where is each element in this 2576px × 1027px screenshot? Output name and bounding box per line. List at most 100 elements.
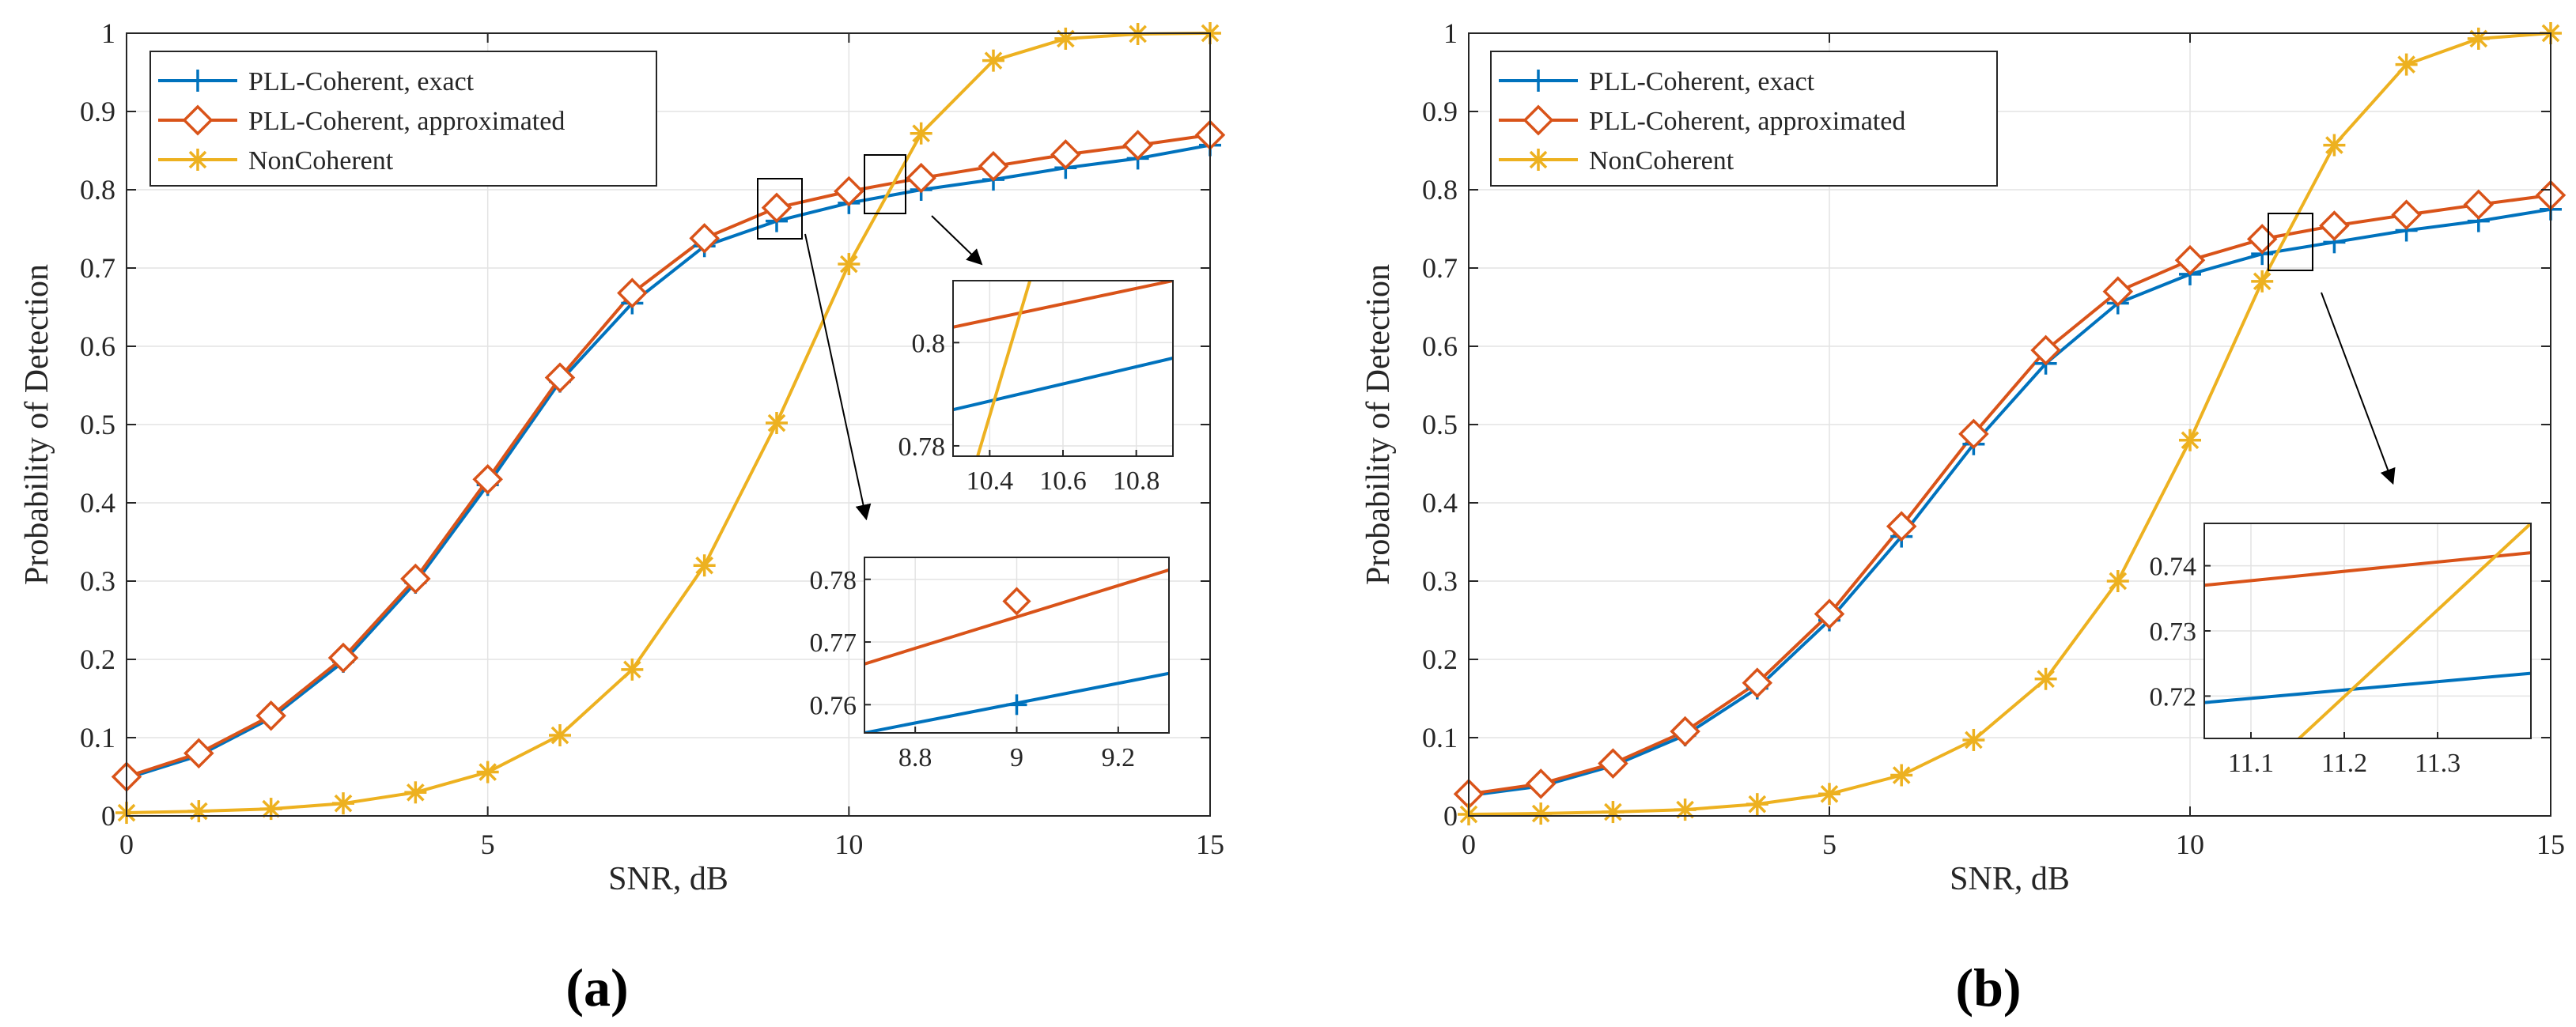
zoom-region-box-2 [864, 154, 906, 214]
legend-label-exact: PLL-Coherent, exact [248, 67, 475, 96]
data-point-approx [978, 151, 1009, 182]
inset-x-tick-label: 8.8 [898, 743, 932, 772]
data-point-noncoh [332, 792, 354, 815]
inset-x-tick-label: 11.3 [2415, 749, 2461, 778]
inset-frame [864, 557, 1170, 734]
inset-frame [2203, 523, 2532, 739]
data-point-approx [1598, 748, 1628, 779]
x-tick-label: 15 [2536, 829, 2565, 860]
inset-y-tick-label: 0.74 [2150, 553, 2197, 582]
series-line-approx [126, 133, 1211, 779]
data-point-approx [2319, 210, 2350, 241]
inset-line-exact [953, 356, 1173, 412]
data-point-approx [1122, 130, 1153, 160]
series-lines [1453, 22, 2567, 826]
inset-y-tick-label: 0.78 [898, 432, 946, 462]
y-tick-label: 0.3 [80, 565, 115, 597]
data-point-approx [1742, 667, 1773, 698]
data-point-noncoh [766, 412, 788, 435]
legend: PLL-Coherent, exact PLL-Coherent, approx… [149, 51, 657, 187]
inset-x-tick-label: 10.6 [1039, 466, 1087, 496]
y-tick-label: 0.2 [80, 644, 115, 675]
data-point-approx [2030, 334, 2061, 366]
data-point-noncoh [2467, 27, 2490, 50]
legend-label-approx: PLL-Coherent, approximated [1589, 107, 1905, 136]
y-tick-label: 0.3 [1422, 565, 1458, 597]
data-point-noncoh [187, 800, 210, 823]
legend: PLL-Coherent, exact PLL-Coherent, approx… [1490, 51, 1998, 187]
legend-label-exact: PLL-Coherent, exact [1589, 67, 1815, 96]
data-point-noncoh [1054, 27, 1077, 50]
legend-marker-noncoherent [1527, 149, 1549, 171]
x-tick-label: 5 [481, 829, 495, 860]
data-point-approx [544, 362, 576, 393]
legend-label-noncoherent: NonCoherent [1589, 146, 1734, 176]
inset-line-exact [2204, 671, 2531, 704]
x-axis-label: SNR, dB [608, 861, 728, 897]
inset-x-tick-label: 11.1 [2228, 749, 2274, 778]
data-point-noncoh [1890, 764, 1913, 787]
y-tick-label: 0.1 [1422, 722, 1458, 753]
data-point-noncoh [838, 253, 861, 276]
data-point-noncoh [2251, 270, 2274, 293]
data-point-approx [761, 192, 792, 224]
data-point-noncoh [1818, 783, 1840, 806]
data-point-noncoh [549, 724, 571, 747]
y-tick-label: 0.1 [80, 722, 115, 753]
x-tick-label: 0 [119, 829, 134, 860]
inset-y-tick-label: 0.72 [2150, 682, 2197, 712]
x-tick-label: 15 [1196, 829, 1224, 860]
data-point-noncoh [2106, 570, 2129, 592]
data-point-approx [400, 563, 431, 595]
data-point-noncoh [693, 554, 716, 577]
data-point-approx [472, 464, 503, 495]
data-point-approx [183, 738, 214, 769]
inset-point-exact [1006, 694, 1027, 716]
inset-lines [953, 281, 1173, 456]
y-tick-label: 0.5 [1422, 409, 1458, 440]
data-point-approx [2174, 244, 2206, 276]
inset-y-tick-label: 0.76 [810, 691, 857, 720]
inset-y-tick-label: 0.78 [810, 566, 857, 595]
data-point-approx [1958, 418, 1989, 450]
series-line-noncoh [126, 32, 1211, 814]
x-tick-label: 10 [2176, 829, 2204, 860]
data-point-approx [1050, 139, 1081, 170]
y-tick-label: 0.4 [1422, 487, 1458, 519]
data-point-approx [2246, 224, 2278, 255]
data-point-approx [1670, 716, 1700, 747]
inset-line-noncoh [2296, 523, 2531, 738]
y-tick-label: 0.8 [1422, 174, 1458, 206]
y-tick-label: 0.8 [80, 174, 115, 206]
data-point-noncoh [476, 761, 499, 783]
series-line-exact [1468, 207, 2551, 798]
inset-line-approx [2204, 551, 2531, 587]
zoom-inset-1: 10.4 10.6 10.8 0.78 0.8 [898, 280, 1174, 496]
data-point-approx [255, 700, 286, 731]
zoom-region-box-1 [757, 178, 803, 240]
legend-marker-noncoherent [187, 149, 209, 171]
zoom-arrow-2 [804, 233, 872, 521]
legend-marker-approx [1523, 104, 1554, 136]
y-tick-label: 0.7 [80, 252, 115, 284]
data-point-noncoh [1746, 793, 1768, 816]
data-point-noncoh [1962, 728, 1985, 751]
legend-marker-exact [1527, 70, 1549, 92]
inset-x-tick-label: 11.2 [2321, 749, 2367, 778]
chart-panel-b: 0 5 10 15 0 0.1 0.2 0.3 0.4 0.5 0.6 0.7 0.8 0.9 1 SNR,… [1360, 17, 2567, 1018]
zoom-arrow-1 [2321, 292, 2396, 485]
inset-lines [864, 568, 1169, 733]
legend-marker-exact [187, 70, 209, 92]
zoom-inset-2: 8.8 9 9.2 0.76 0.77 0.78 [810, 557, 1170, 772]
data-point-approx [689, 223, 720, 254]
y-tick-label: 0.6 [80, 330, 115, 362]
data-point-noncoh [1530, 802, 1553, 825]
y-tick-label: 0.7 [1422, 252, 1458, 284]
data-point-noncoh [2395, 53, 2418, 76]
series-line-approx [1468, 193, 2551, 796]
y-tick-label: 0.6 [1422, 330, 1458, 362]
inset-x-tick-label: 10.4 [966, 466, 1014, 496]
data-point-noncoh [2323, 134, 2346, 157]
data-point-approx [2391, 199, 2422, 230]
